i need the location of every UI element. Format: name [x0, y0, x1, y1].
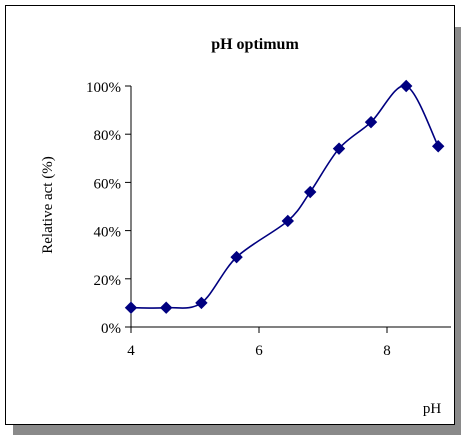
y-tick-label: 40% [94, 225, 122, 241]
axes [125, 85, 451, 333]
x-tick-label: 8 [383, 343, 391, 359]
y-axis-label: Relative act (%) [40, 156, 56, 253]
y-tick-label: 100% [86, 80, 121, 96]
x-axis-label: pH [423, 401, 442, 417]
y-tick-label: 0% [101, 321, 121, 337]
data-point [399, 79, 413, 93]
data-point [230, 250, 243, 264]
data-point [431, 140, 445, 153]
y-tick-label: 20% [94, 273, 122, 289]
data-point [195, 296, 208, 310]
series-line [130, 85, 439, 309]
chart-frame [5, 5, 455, 425]
tick-labels: 0% 20% 40% 60% 80% 100% 4 6 8 [86, 80, 391, 359]
x-tick-label: 6 [255, 343, 263, 359]
chart-title: pH optimum [211, 36, 299, 53]
series [124, 79, 445, 314]
data-point [303, 185, 317, 199]
y-tick-label: 60% [94, 176, 122, 192]
y-tick-label: 80% [94, 128, 122, 144]
data-point [281, 214, 295, 228]
data-point [124, 301, 138, 314]
data-point [159, 301, 173, 314]
x-tick-label: 4 [127, 343, 135, 359]
data-point [332, 142, 346, 155]
data-point [364, 115, 378, 129]
